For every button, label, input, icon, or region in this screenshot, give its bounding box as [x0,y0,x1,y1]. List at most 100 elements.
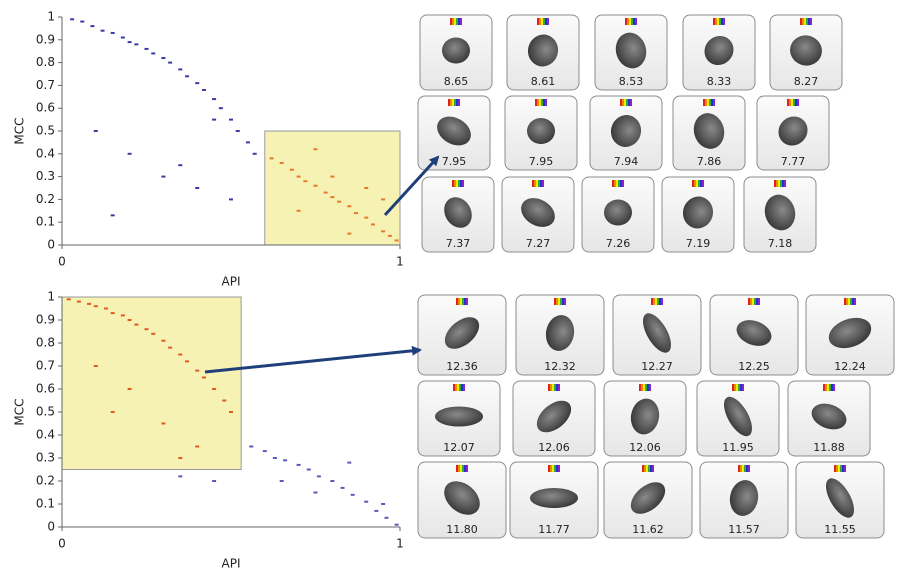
channel-icon [717,18,719,25]
point [195,446,199,448]
channel-icon [641,384,643,391]
y-tick-label: 0.8 [36,336,55,350]
channel-icon [646,465,648,472]
channel-icon [643,384,645,391]
tile-label: 12.06 [538,441,570,454]
x-tick-label: 0 [58,537,66,551]
channel-icon [614,180,616,187]
tile-label: 8.27 [794,75,819,88]
y-tick-label: 0.3 [36,451,55,465]
channel-icon [457,384,459,391]
channel-icon [456,298,458,305]
tile-label: 11.95 [722,441,754,454]
point [314,185,318,187]
particle-tile: 8.61 [507,15,579,90]
point [94,365,98,367]
tile-label: 11.55 [824,523,856,536]
channel-icon [850,298,852,305]
channel-icon [719,18,721,25]
channel-icon [844,465,846,472]
channel-icon [460,180,462,187]
point [161,57,165,59]
channel-icon [456,465,458,472]
point [185,360,189,362]
point [128,153,132,155]
point [395,524,399,526]
channel-icon [810,18,812,25]
point [270,157,274,159]
point [134,43,138,45]
channel-icon [742,384,744,391]
point [246,141,250,143]
point [364,187,368,189]
tile-label: 12.06 [629,441,661,454]
particle [435,407,483,427]
point [381,503,385,505]
channel-icon [460,298,462,305]
point [101,30,105,32]
channel-icon [694,180,696,187]
point [337,201,341,203]
channel-icon [711,99,713,106]
channel-icon [774,180,776,187]
particle-tile: 11.57 [700,462,788,538]
channel-icon [713,99,715,106]
channel-icon [464,298,466,305]
point [70,18,74,20]
channel-icon [797,99,799,106]
point [317,475,321,477]
channel-icon [545,99,547,106]
channel-icon [631,18,633,25]
point [202,377,206,379]
channel-icon [648,465,650,472]
y-axis-title: MCC [13,398,27,425]
point [381,230,385,232]
point [229,119,233,121]
channel-icon [453,384,455,391]
channel-icon [558,465,560,472]
point [121,314,125,316]
channel-icon [554,465,556,472]
tile-label: 12.25 [738,360,770,373]
particle-tile: 12.06 [604,381,686,456]
channel-icon [740,384,742,391]
x-axis-title: API [222,557,241,569]
point [381,198,385,200]
channel-icon [562,298,564,305]
tile-label: 7.37 [446,237,471,250]
y-tick-label: 0.1 [36,215,55,229]
point [195,82,199,84]
channel-icon [787,99,789,106]
y-tick-label: 0.9 [36,32,55,46]
point [111,312,115,314]
tile-label: 8.61 [531,75,556,88]
channel-icon [540,180,542,187]
channel-icon [541,18,543,25]
point [134,324,138,326]
channel-icon [707,99,709,106]
point [128,41,132,43]
channel-icon [558,298,560,305]
channel-icon [460,465,462,472]
point [161,340,165,342]
particle-tile: 7.86 [673,96,745,170]
point [283,459,287,461]
channel-icon [702,180,704,187]
particle [530,488,578,508]
point [347,205,351,207]
channel-icon [624,99,626,106]
particle-tile: 8.65 [420,15,492,90]
particle-tile: 11.80 [418,462,506,538]
channel-icon [834,465,836,472]
point [307,469,311,471]
point [202,89,206,91]
channel-icon [652,465,654,472]
channel-icon [536,180,538,187]
particle-tile: 7.19 [662,177,734,252]
channel-icon [456,180,458,187]
point [354,212,358,214]
channel-icon [709,99,711,106]
channel-icon [752,298,754,305]
channel-icon [713,18,715,25]
channel-icon [452,18,454,25]
